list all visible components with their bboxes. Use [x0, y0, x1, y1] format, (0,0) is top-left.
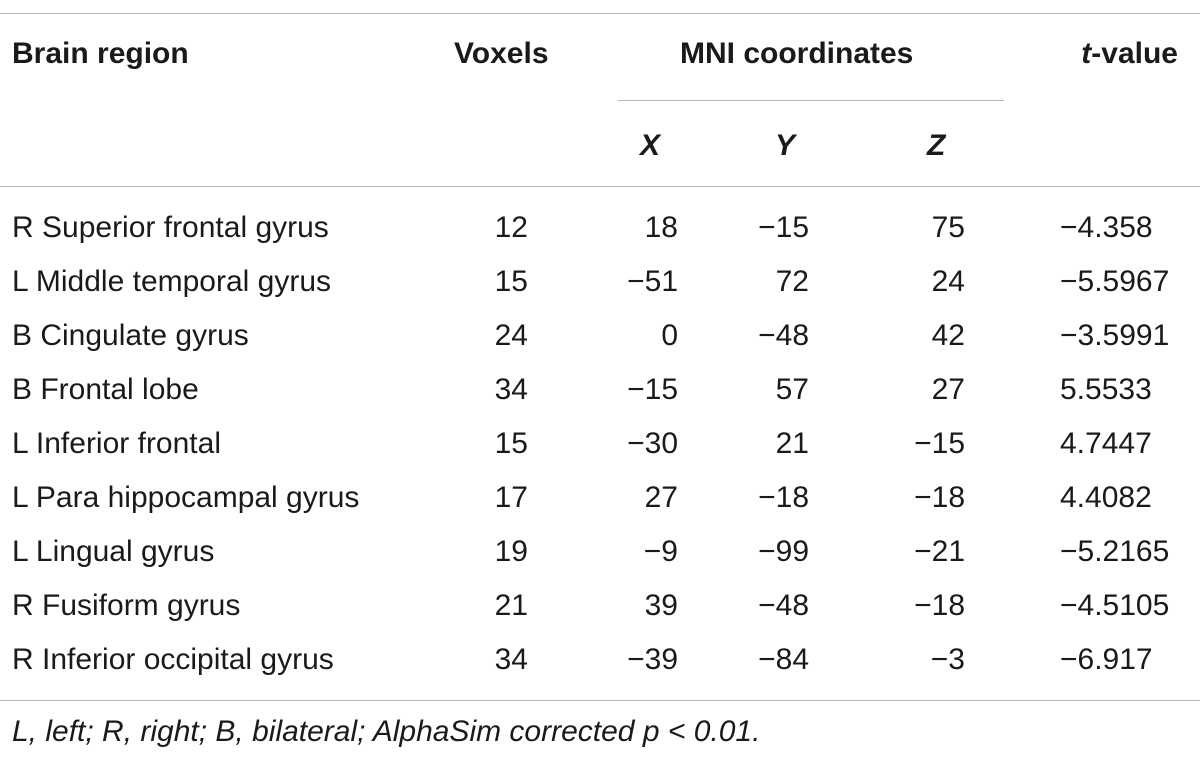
cell-voxels: 19 [494, 535, 528, 568]
cell-brain-region: L Lingual gyrus [12, 535, 215, 568]
cell-t-value: −3.5991 [1060, 319, 1170, 352]
header-t-italic: t [1081, 37, 1092, 70]
cell-brain-region: R Fusiform gyrus [12, 589, 241, 622]
table-row: R Superior frontal gyrus 12 18 −15 75 −4.358 [0, 201, 1200, 255]
cell-x: 0 [661, 319, 678, 352]
cell-t-value: −6.917 [1060, 643, 1153, 676]
cell-y: 72 [775, 265, 809, 298]
cell-brain-region: L Inferior frontal [12, 427, 221, 460]
cell-z: 75 [931, 211, 965, 244]
cell-x: −9 [643, 535, 678, 568]
cell-voxels: 21 [494, 589, 528, 622]
cell-voxels: 24 [494, 319, 528, 352]
cell-x: −30 [627, 427, 678, 460]
cell-t-value: 5.5533 [1060, 373, 1152, 406]
cell-x: 18 [644, 211, 678, 244]
table-row: R Inferior occipital gyrus 34 −39 −84 −3 −6.9… [0, 633, 1200, 687]
cell-y: −15 [758, 211, 809, 244]
cell-voxels: 34 [494, 643, 528, 676]
header-t-value: t-value [1081, 36, 1178, 72]
cell-x: −39 [627, 643, 678, 676]
table-row: L Para hippocampal gyrus 17 27 −18 −18 4.4082 [0, 471, 1200, 525]
cell-y: 57 [775, 373, 809, 406]
cell-z: 24 [931, 265, 965, 298]
table-row: L Middle temporal gyrus 15 −51 72 24 −5.5967 [0, 255, 1200, 309]
cell-brain-region: B Cingulate gyrus [12, 319, 249, 352]
cell-t-value: −4.358 [1060, 211, 1153, 244]
cell-x: 27 [644, 481, 678, 514]
cell-t-value: −5.5967 [1060, 265, 1170, 298]
cell-x: −51 [627, 265, 678, 298]
cell-voxels: 12 [494, 211, 528, 244]
table-row: B Frontal lobe 34 −15 57 27 5.5533 [0, 363, 1200, 417]
cell-x: −15 [627, 373, 678, 406]
cell-t-value: 4.4082 [1060, 481, 1152, 514]
table-bottom-rule [0, 700, 1200, 701]
header-z: Z [927, 129, 946, 162]
cell-brain-region: R Superior frontal gyrus [12, 211, 329, 244]
cell-brain-region: L Para hippocampal gyrus [12, 481, 360, 514]
cell-voxels: 15 [494, 265, 528, 298]
cell-z: −18 [914, 481, 965, 514]
cell-brain-region: B Frontal lobe [12, 373, 199, 406]
header-bottom-rule [0, 186, 1200, 187]
table-row: L Inferior frontal 15 −30 21 −15 4.7447 [0, 417, 1200, 471]
cell-voxels: 34 [494, 373, 528, 406]
cell-y: −48 [758, 589, 809, 622]
header-mni-coordinates: MNI coordinates [680, 37, 914, 70]
cell-voxels: 15 [494, 427, 528, 460]
cell-voxels: 17 [494, 481, 528, 514]
cell-y: −48 [758, 319, 809, 352]
cell-brain-region: R Inferior occipital gyrus [12, 643, 334, 676]
header-voxels: Voxels [454, 37, 549, 70]
cell-t-value: −4.5105 [1060, 589, 1170, 622]
cell-x: 39 [644, 589, 678, 622]
table-footnote: L, left; R, right; B, bilateral; AlphaSi… [12, 715, 761, 748]
table-row: B Cingulate gyrus 24 0 −48 42 −3.5991 [0, 309, 1200, 363]
cell-z: −3 [930, 643, 965, 676]
cell-t-value: 4.7447 [1060, 427, 1152, 460]
cell-z: −15 [914, 427, 965, 460]
cell-z: −18 [914, 589, 965, 622]
cell-y: −99 [758, 535, 809, 568]
table-top-rule [0, 13, 1200, 14]
cell-z: 27 [931, 373, 965, 406]
table-row: L Lingual gyrus 19 −9 −99 −21 −5.2165 [0, 525, 1200, 579]
table-row: R Fusiform gyrus 21 39 −48 −18 −4.5105 [0, 579, 1200, 633]
cell-z: −21 [914, 535, 965, 568]
header-t-suffix: -value [1091, 37, 1178, 70]
cell-z: 42 [931, 319, 965, 352]
mni-spanner-rule [618, 100, 1004, 101]
cell-t-value: −5.2165 [1060, 535, 1170, 568]
cell-y: 21 [775, 427, 809, 460]
header-y: Y [775, 129, 796, 162]
header-x: X [640, 129, 661, 162]
cell-y: −84 [758, 643, 809, 676]
cell-brain-region: L Middle temporal gyrus [12, 265, 332, 298]
header-brain-region: Brain region [12, 37, 189, 70]
cell-y: −18 [758, 481, 809, 514]
